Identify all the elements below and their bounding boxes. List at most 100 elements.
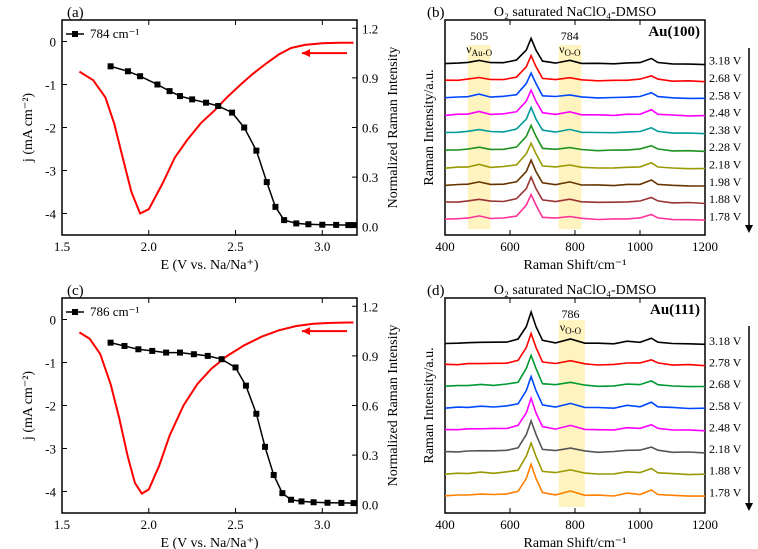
x-tick-label: 2.0	[141, 239, 157, 254]
peak-sublabel: νAu-O	[466, 42, 492, 58]
intensity-marker	[319, 222, 325, 228]
panel-label: (d)	[427, 283, 445, 299]
peak-label: 505	[470, 29, 488, 43]
y-right-tick-label: 0.6	[362, 399, 379, 414]
y-left-axis-label: j (mA cm⁻²)	[21, 93, 36, 163]
x-tick-label: 3.0	[314, 517, 330, 532]
intensity-marker	[219, 356, 225, 362]
intensity-marker	[253, 148, 259, 154]
intensity-marker	[311, 499, 317, 505]
voltage-label: 2.68 V	[709, 71, 742, 85]
y-left-tick-label: -1	[45, 78, 56, 93]
voltage-label: 1.78 V	[709, 209, 742, 223]
y-left-tick-label: -3	[45, 164, 56, 179]
voltage-label: 2.18 V	[709, 442, 742, 456]
intensity-marker	[191, 351, 197, 357]
intensity-marker	[205, 353, 211, 359]
y-right-axis-label: Normalized Raman Intensity	[386, 47, 401, 209]
y-right-tick-label: 0.3	[362, 448, 378, 463]
intensity-marker	[163, 350, 169, 356]
panel-title: O₂ saturated NaClO₄-DMSO	[494, 283, 656, 298]
voltage-label: 2.78 V	[709, 356, 742, 370]
intensity-marker	[108, 63, 114, 69]
y-right-tick-label: 1.2	[362, 21, 378, 36]
intensity-marker	[108, 340, 114, 346]
y-axis-label: Raman Intensity/a.u.	[422, 347, 437, 463]
intensity-marker	[229, 110, 235, 116]
x-tick-label: 1200	[692, 517, 718, 532]
panel-title: O₂ saturated NaClO₄-DMSO	[494, 5, 656, 20]
intensity-marker	[351, 222, 357, 228]
intensity-marker	[233, 364, 239, 370]
panel-label: (b)	[427, 5, 445, 21]
intensity-marker	[125, 68, 131, 74]
voltage-label: 1.88 V	[709, 192, 742, 206]
y-right-tick-label: 0.3	[362, 170, 378, 185]
voltage-label: 1.88 V	[709, 464, 742, 478]
intensity-marker	[177, 350, 183, 356]
y-left-tick-label: -4	[45, 207, 56, 222]
voltage-label: 2.48 V	[709, 106, 742, 120]
arrow-head-icon	[302, 49, 310, 57]
intensity-marker	[298, 498, 304, 504]
voltage-label: 3.18 V	[709, 54, 742, 68]
voltage-label: 2.28 V	[709, 140, 742, 154]
y-left-tick-label: -2	[45, 399, 56, 414]
x-tick-label: 2.0	[141, 517, 157, 532]
intensity-marker	[215, 103, 221, 109]
intensity-marker	[305, 221, 311, 227]
legend-label: 784 cm⁻¹	[90, 26, 139, 41]
x-axis-label: E (V vs. Na/Na⁺)	[160, 258, 258, 273]
intensity-marker	[288, 497, 294, 503]
x-axis-label: Raman Shift/cm⁻¹	[524, 536, 627, 549]
intensity-marker	[203, 100, 209, 106]
y-right-axis-label: Normalized Raman Intensity	[386, 325, 401, 487]
arrow-head-icon	[745, 503, 753, 511]
voltage-label: 2.18 V	[709, 158, 742, 172]
voltage-label: 1.98 V	[709, 175, 742, 189]
y-left-tick-label: -3	[45, 442, 56, 457]
x-tick-label: 400	[435, 239, 455, 254]
x-tick-label: 1.5	[54, 517, 70, 532]
voltage-label: 2.58 V	[709, 399, 742, 413]
highlight-band	[468, 45, 491, 229]
x-tick-label: 800	[565, 239, 585, 254]
x-tick-label: 600	[500, 239, 520, 254]
x-tick-label: 1000	[627, 517, 653, 532]
y-left-tick-label: 0	[50, 313, 57, 328]
x-axis-label: Raman Shift/cm⁻¹	[524, 258, 627, 273]
y-right-tick-label: 0.9	[362, 349, 378, 364]
y-left-axis-label: j (mA cm⁻²)	[21, 371, 36, 441]
x-tick-label: 1200	[692, 239, 718, 254]
intensity-marker	[253, 411, 259, 417]
arrow-head-icon	[745, 225, 753, 233]
intensity-marker	[189, 96, 195, 102]
intensity-marker	[271, 472, 277, 478]
intensity-marker	[272, 204, 278, 210]
legend-label: 786 cm⁻¹	[90, 304, 139, 319]
x-axis-label: E (V vs. Na/Na⁺)	[160, 536, 258, 549]
x-tick-label: 400	[435, 517, 455, 532]
intensity-marker	[135, 346, 141, 352]
intensity-marker	[333, 222, 339, 228]
voltage-label: 2.68 V	[709, 377, 742, 391]
voltage-label: 2.38 V	[709, 123, 742, 137]
x-tick-label: 1.5	[54, 239, 70, 254]
intensity-marker	[279, 490, 285, 496]
y-left-tick-label: 0	[50, 35, 57, 50]
x-tick-label: 600	[500, 517, 520, 532]
voltage-label: 2.48 V	[709, 420, 742, 434]
facet-label: Au(100)	[648, 24, 700, 40]
highlight-band	[559, 320, 585, 507]
panel-label: (a)	[67, 5, 84, 21]
panel-label: (c)	[67, 283, 84, 299]
intensity-marker	[293, 220, 299, 226]
intensity-curve	[111, 343, 354, 503]
intensity-marker	[154, 82, 160, 88]
x-tick-label: 1000	[627, 239, 653, 254]
intensity-marker	[345, 222, 351, 228]
intensity-marker	[281, 217, 287, 223]
intensity-curve	[111, 66, 354, 225]
y-axis-label: Raman Intensity/a.u.	[422, 69, 437, 185]
figure-root: 1.52.02.53.0-4-3-2-100.00.30.60.91.2E (V…	[0, 0, 758, 549]
